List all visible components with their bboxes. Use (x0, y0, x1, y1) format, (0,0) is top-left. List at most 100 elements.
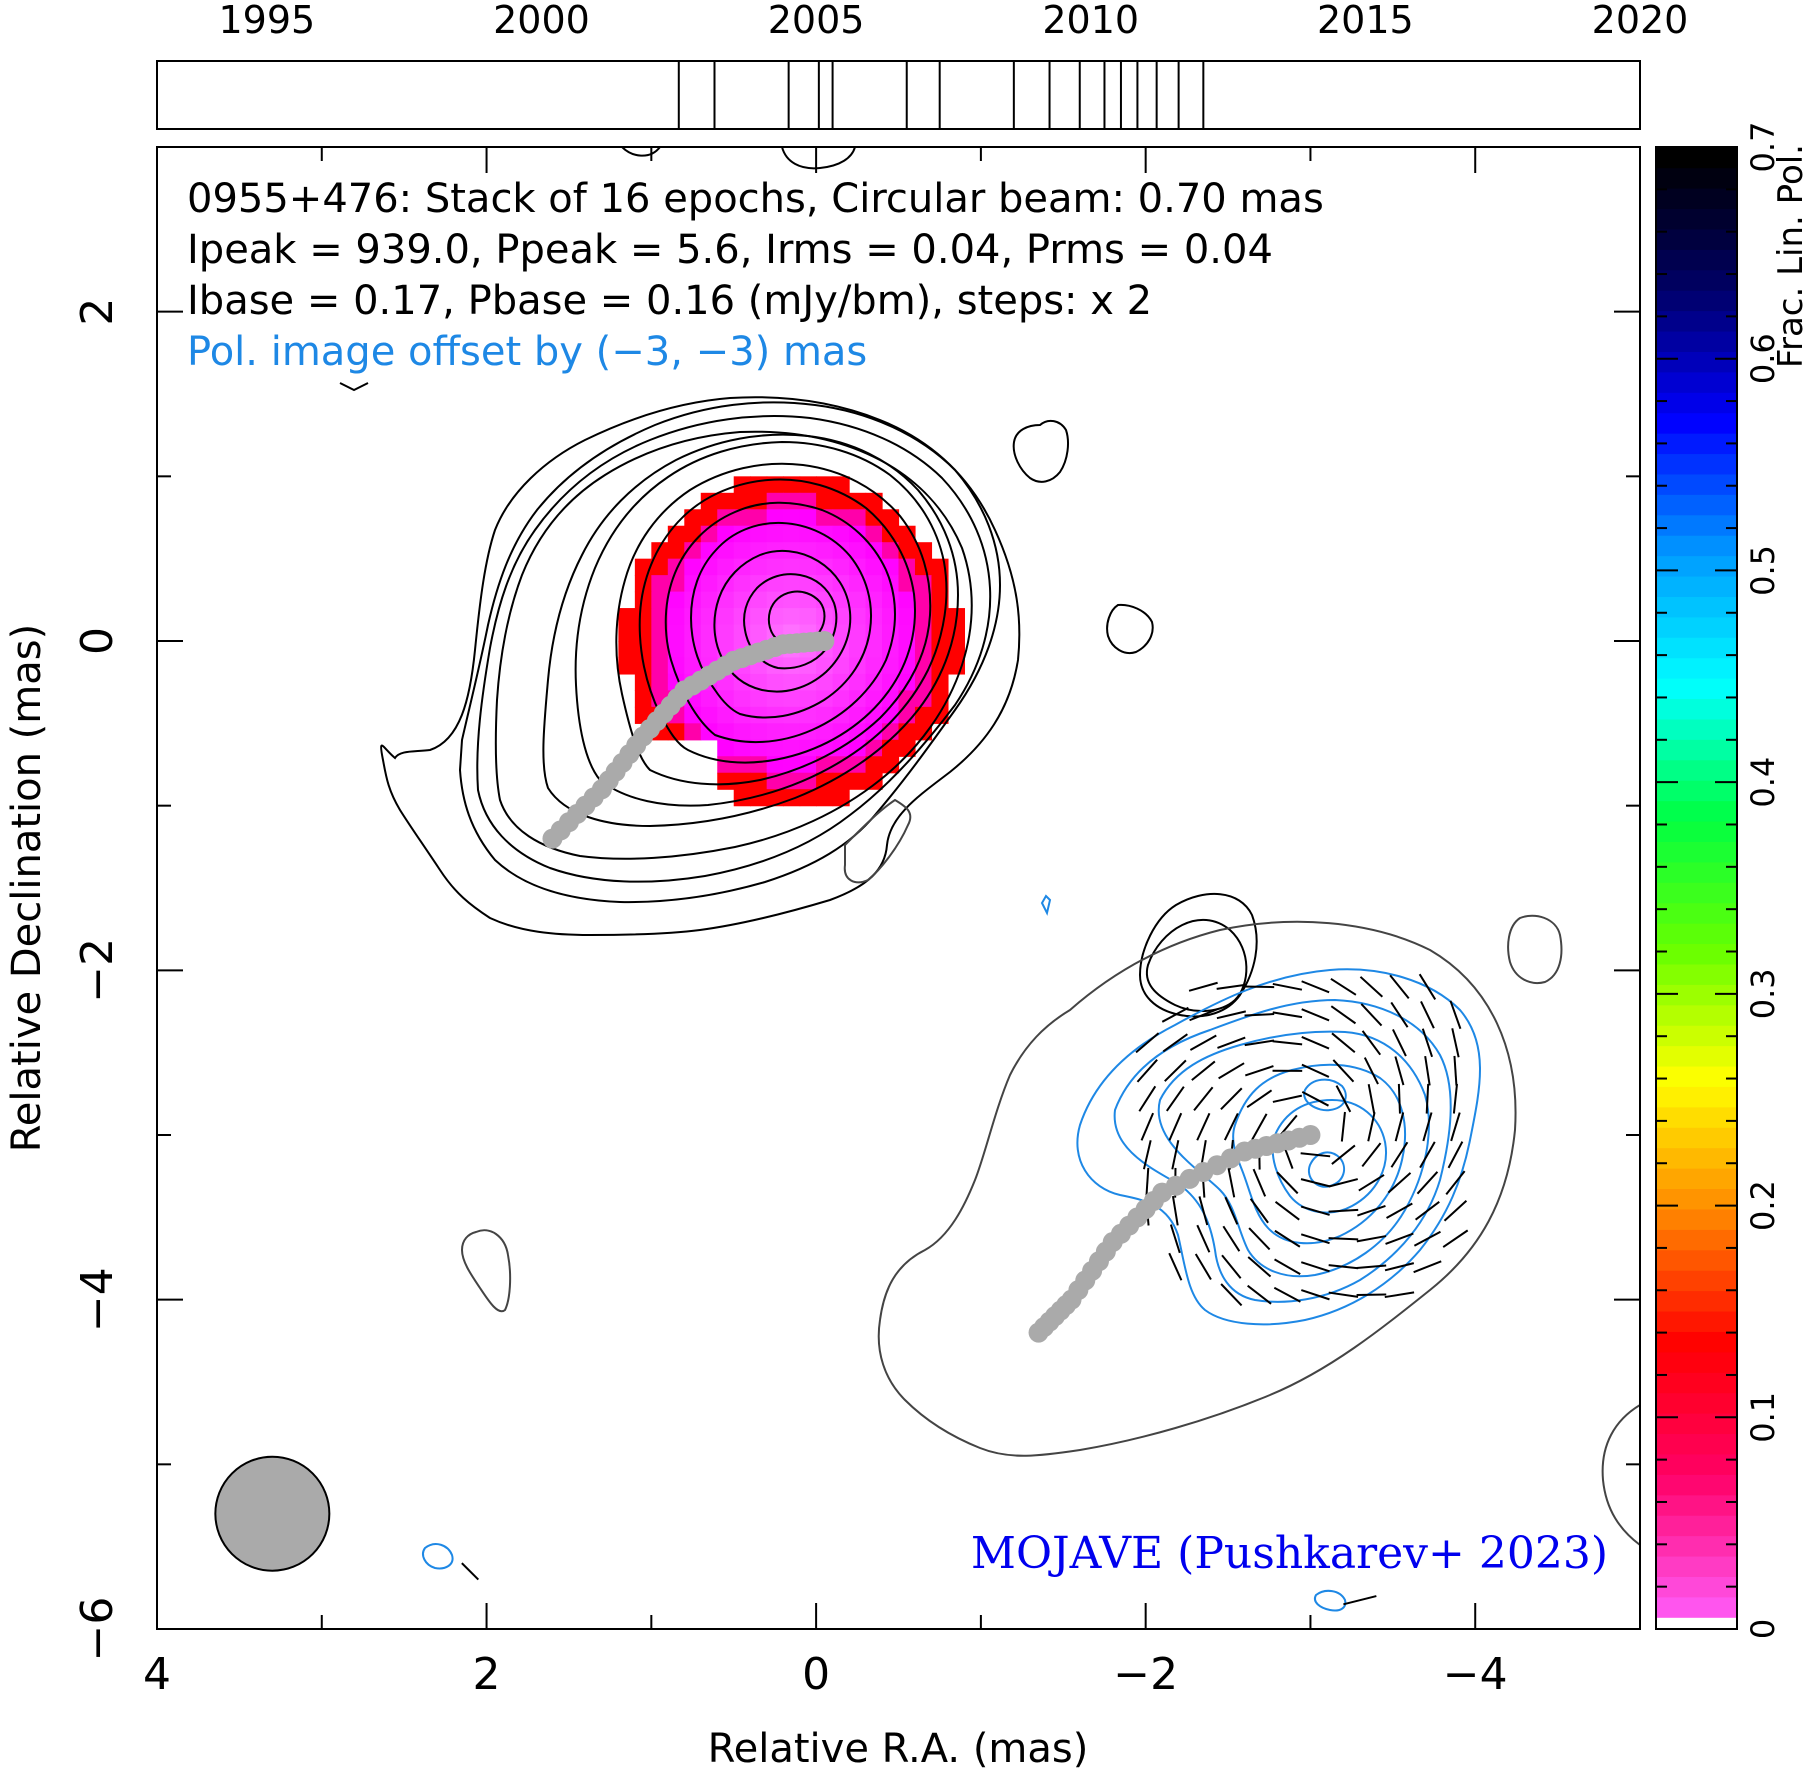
colorbar-swatch (1656, 1106, 1737, 1128)
colorbar-tick-label: 0.3 (1744, 968, 1782, 1019)
colorbar-swatch (1656, 963, 1737, 985)
colorbar-swatch (1656, 718, 1737, 740)
evpa-stick (1413, 1230, 1441, 1247)
colorbar-swatch (1656, 637, 1737, 659)
fpol-pixel (684, 723, 702, 741)
fpol-pixel (832, 492, 850, 510)
evpa-stick (1276, 1171, 1299, 1195)
evpa-stick (1301, 980, 1330, 994)
x-axis-label: Relative R.A. (mas) (708, 1726, 1089, 1772)
fpol-pixel (750, 476, 768, 494)
intensity-contour-3 (476, 415, 992, 883)
fpol-pixel (914, 591, 933, 609)
intensity-contour-9 (664, 501, 896, 744)
colorbar-swatch (1656, 575, 1737, 597)
evpa-stick (1198, 1196, 1209, 1226)
fpol-pixel (832, 525, 850, 543)
evpa-stick (1335, 1085, 1352, 1113)
evpa-stick (1340, 1111, 1346, 1142)
colorbar-swatch (1656, 555, 1737, 577)
fpol-pixel (783, 739, 801, 757)
colorbar-swatch (1656, 698, 1737, 720)
colorbar-swatch (1656, 922, 1737, 945)
fpol-pixel (634, 591, 652, 609)
colorbar-swatch (1656, 1127, 1737, 1149)
colorbar-swatch (1656, 1024, 1737, 1047)
credit-label: MOJAVE (Pushkarev+ 2023) (971, 1528, 1608, 1579)
fpol-pixel (750, 690, 768, 708)
fpol-pixel (684, 542, 702, 560)
evpa-stick (1227, 1168, 1236, 1198)
fpol-pixel (799, 690, 817, 708)
fpol-pixel (849, 772, 867, 790)
fpol-pixel (816, 542, 834, 560)
evpa-stick (1363, 1057, 1379, 1085)
fpol-pixel (634, 641, 652, 659)
fpol-pixel (700, 509, 718, 527)
evpa-stick (1343, 1595, 1377, 1606)
evpa-stick (1328, 1291, 1359, 1298)
fpol-pixel (832, 673, 850, 691)
evpa-stick (1390, 1001, 1409, 1028)
evpa-stick (1138, 1085, 1157, 1112)
fpol-pixel (766, 525, 784, 543)
fpol-pixel (832, 476, 850, 494)
fpol-pixel (882, 608, 900, 626)
fpol-pixel (882, 542, 900, 560)
evpa-stick (1422, 1112, 1433, 1142)
intensity-contour-10 (689, 521, 872, 719)
colorbar-swatch (1656, 1229, 1737, 1251)
evpa-stick (1394, 1112, 1405, 1142)
evpa-stick (1246, 1089, 1273, 1109)
colorbar-swatch (1656, 1310, 1737, 1332)
colorbar-swatch (1656, 351, 1737, 373)
fpol-pixel (717, 591, 735, 609)
fpol-pixel (634, 690, 652, 708)
colorbar-swatch (1656, 616, 1737, 638)
evpa-stick (461, 1562, 480, 1581)
pol-contour-blob-2 (422, 1543, 454, 1570)
fpol-pixel (750, 723, 768, 741)
fpol-pixel (717, 739, 735, 757)
evpa-stick (1162, 1033, 1188, 1053)
fpol-pixel (832, 690, 850, 708)
fpol-pixel (783, 657, 801, 675)
fpol-pixel (667, 641, 685, 659)
colorbar-tick-label: 0.6 (1744, 333, 1782, 384)
epoch-year-label: 2015 (1317, 0, 1414, 42)
fpol-pixel (618, 608, 636, 626)
colorbar-swatch (1656, 167, 1737, 189)
fpol-pixel (865, 641, 883, 659)
colorbar-swatch (1656, 1372, 1737, 1394)
fpol-pixel (651, 673, 669, 691)
colorbar-swatch (1656, 943, 1737, 965)
evpa-stick (1169, 1224, 1181, 1254)
evpa-stick (1452, 1083, 1458, 1114)
epoch-year-label: 1995 (218, 0, 315, 42)
fpol-pixel (766, 492, 784, 510)
fpol-pixel (816, 723, 834, 741)
colorbar-frame (1655, 146, 1738, 1630)
evpa-stick (1244, 1039, 1275, 1047)
fpol-pixel (914, 706, 933, 724)
evpa-stick (1221, 1254, 1242, 1279)
evpa-stick (1330, 977, 1357, 996)
fpol-pixel (651, 657, 669, 675)
colorbar-swatch (1656, 1351, 1737, 1373)
intensity-contour-blob-2 (1106, 603, 1154, 654)
colorbar-swatch (1656, 1412, 1737, 1435)
jet-ridge-line (542, 631, 835, 849)
evpa-stick (1274, 1201, 1300, 1221)
fpol-pixel (816, 673, 834, 691)
evpa-stick (1220, 1087, 1243, 1111)
colorbar-swatch (1656, 1290, 1737, 1312)
grey-contour-blob-1 (460, 1229, 512, 1313)
evpa-stick (1252, 1168, 1267, 1197)
y-tick-label: −6 (72, 1597, 123, 1662)
fpol-pixel (914, 608, 933, 626)
grey-contour-edge (1601, 1404, 1640, 1546)
evpa-stick (1300, 1205, 1330, 1216)
epoch-timeline-frame (156, 60, 1641, 130)
colorbar-swatch (1656, 1086, 1737, 1108)
evpa-stick (1449, 1000, 1462, 1030)
